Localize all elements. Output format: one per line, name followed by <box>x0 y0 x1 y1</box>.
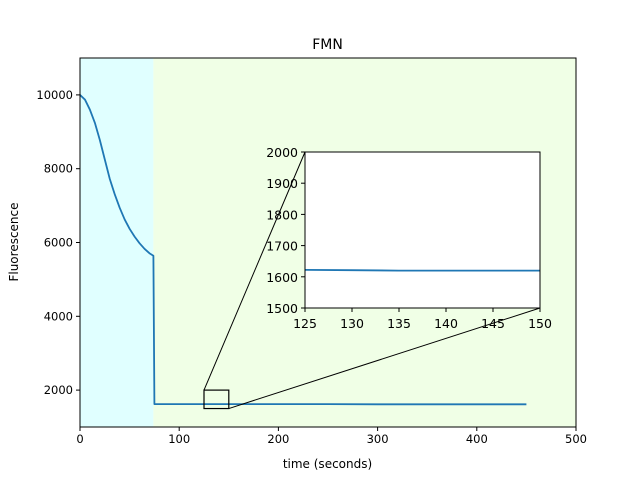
x-tick-label: 0 <box>76 432 83 446</box>
zoom-box <box>203 389 230 410</box>
inset-y-tick-label: 1600 <box>266 270 298 285</box>
y-tick-label: 10000 <box>36 88 73 102</box>
x-tick-label: 300 <box>367 432 389 446</box>
inset-x-tick-label: 130 <box>340 316 364 331</box>
inset-y-tick-label: 1900 <box>266 176 298 191</box>
zoom-connector-line <box>228 307 541 410</box>
y-tick-label: 8000 <box>44 162 73 176</box>
inset-x-tick-label: 150 <box>528 316 552 331</box>
x-tick-label: 200 <box>267 432 289 446</box>
zoom-connector-line <box>203 151 306 391</box>
y-tick-label: 4000 <box>44 309 73 323</box>
inset-x-tick-label: 145 <box>481 316 505 331</box>
inset-frame <box>304 151 541 309</box>
y-axis-label: Fluorescence <box>7 202 21 281</box>
inset-y-tick-label: 1700 <box>266 239 298 254</box>
inset-y-tick-label: 2000 <box>266 145 298 160</box>
inset-y-tick-label: 1500 <box>266 301 298 316</box>
x-axis-label: time (seconds) <box>283 457 372 471</box>
x-tick-label: 400 <box>466 432 488 446</box>
shaded-region-1 <box>80 58 154 427</box>
chart-title: FMN <box>312 37 343 53</box>
y-tick-label: 6000 <box>44 236 73 250</box>
y-tick-label: 2000 <box>44 383 73 397</box>
x-tick-label: 100 <box>168 432 190 446</box>
series-line-1 <box>79 94 527 406</box>
inset-background <box>305 152 540 308</box>
inset-x-tick-label: 140 <box>434 316 458 331</box>
inset-x-tick-label: 125 <box>293 316 317 331</box>
inset-x-tick-label: 135 <box>387 316 411 331</box>
inset-series-line <box>304 269 540 272</box>
x-tick-label: 500 <box>565 432 587 446</box>
inset-y-tick-label: 1800 <box>266 207 298 222</box>
